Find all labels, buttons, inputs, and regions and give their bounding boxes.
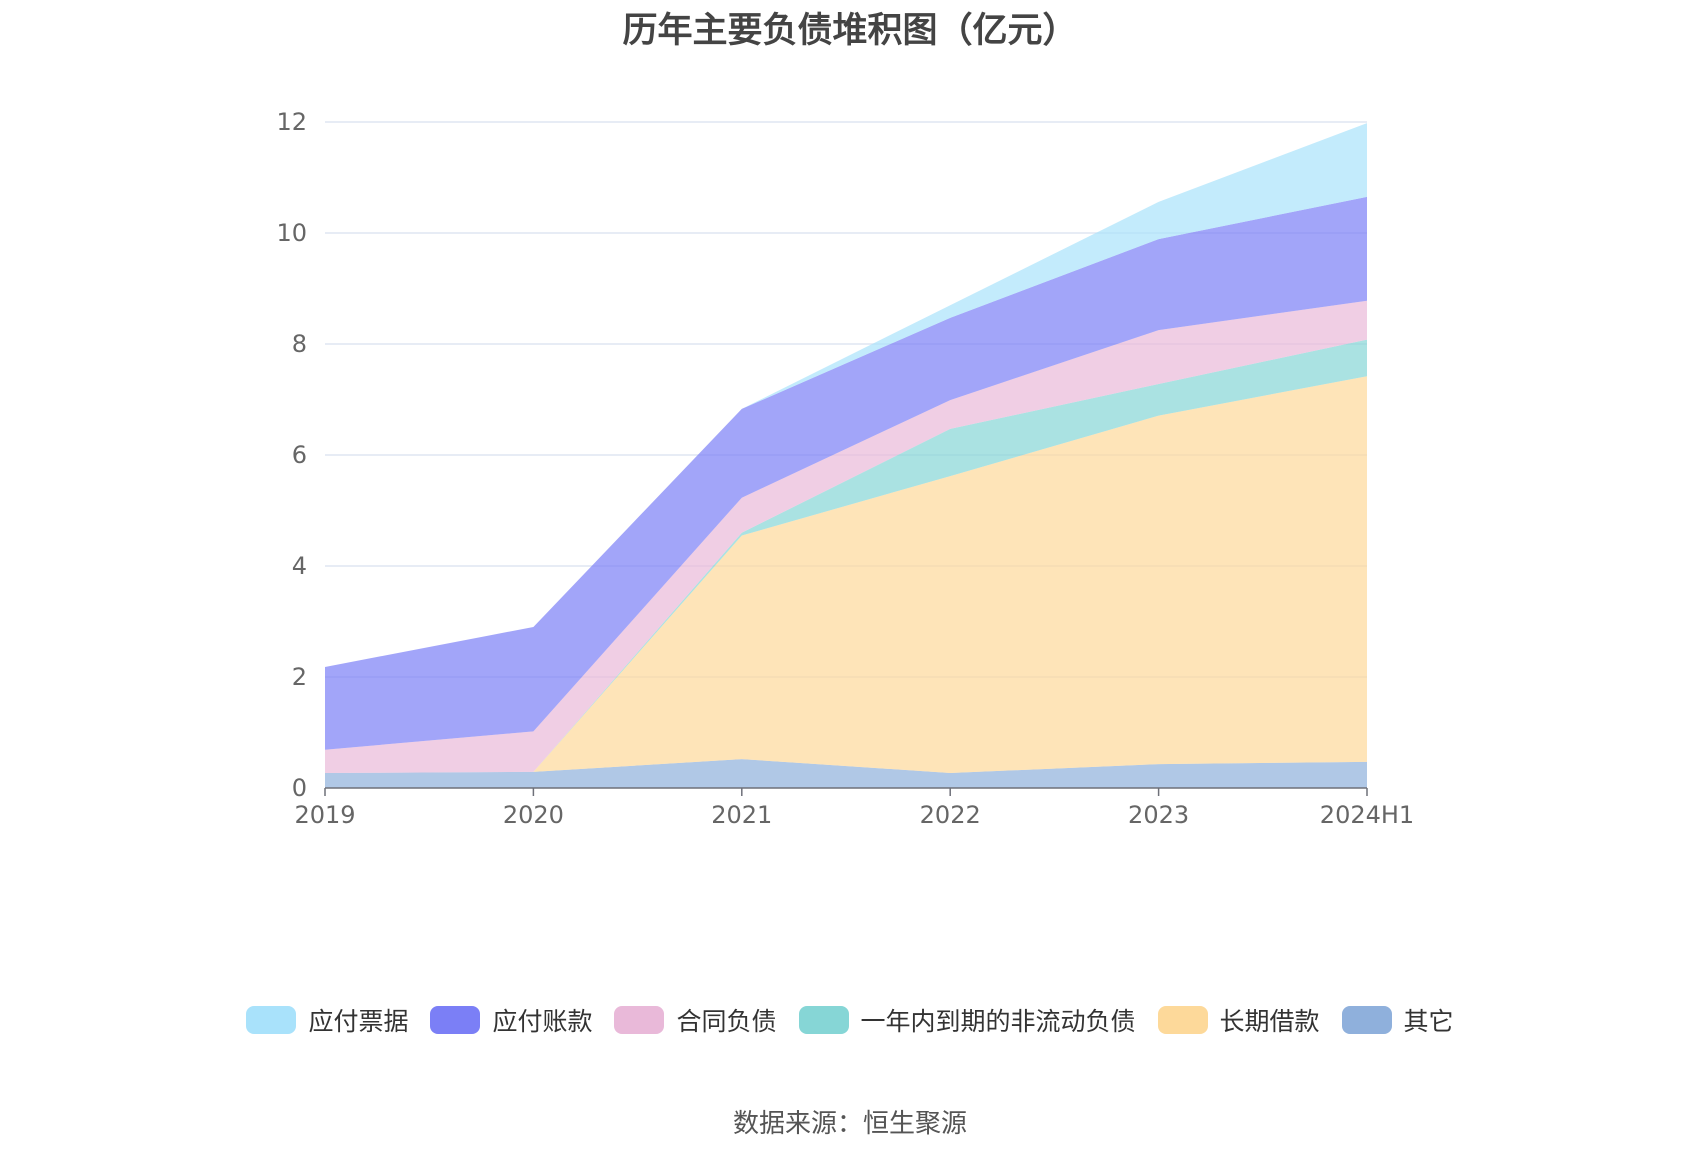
legend-item[interactable]: 一年内到期的非流动负债 xyxy=(798,1002,1136,1038)
legend-swatch xyxy=(1157,1006,1208,1034)
area-series-5 xyxy=(325,123,1367,668)
y-tick-label: 4 xyxy=(292,552,307,580)
x-tick-label: 2021 xyxy=(711,801,772,829)
x-tick-label: 2019 xyxy=(294,801,355,829)
legend-label: 合同负债 xyxy=(676,1007,777,1036)
legend-label: 应付票据 xyxy=(308,1007,409,1036)
legend-item[interactable]: 长期借款 xyxy=(1157,1002,1320,1038)
x-tick-label: 2023 xyxy=(1128,801,1189,829)
legend-label: 长期借款 xyxy=(1219,1007,1320,1036)
y-tick-label: 0 xyxy=(292,774,307,802)
x-tick-label: 2020 xyxy=(503,801,564,829)
x-tick-label: 2024H1 xyxy=(1320,801,1414,829)
chart-legend: 应付票据 应付账款 合同负债 一年内到期的非流动负债 长期借款 其它 xyxy=(0,1002,1700,1038)
area-series-4 xyxy=(325,196,1367,750)
legend-swatch xyxy=(430,1006,481,1034)
legend-label: 其它 xyxy=(1403,1007,1454,1036)
x-tick-label: 2022 xyxy=(920,801,981,829)
area-series-0 xyxy=(325,759,1367,788)
y-tick-label: 8 xyxy=(292,330,307,358)
legend-label: 应付账款 xyxy=(492,1007,593,1036)
legend-swatch xyxy=(1341,1006,1392,1034)
area-series-1 xyxy=(325,376,1367,773)
legend-swatch xyxy=(614,1006,665,1034)
legend-swatch xyxy=(246,1006,297,1034)
area-series-2 xyxy=(325,339,1367,773)
legend-swatch xyxy=(798,1006,849,1034)
y-tick-label: 10 xyxy=(276,219,307,247)
legend-item[interactable]: 合同负债 xyxy=(614,1002,777,1038)
legend-label: 一年内到期的非流动负债 xyxy=(860,1007,1136,1036)
area-series-3 xyxy=(325,300,1367,773)
y-tick-label: 2 xyxy=(292,663,307,691)
legend-item[interactable]: 应付账款 xyxy=(430,1002,592,1038)
y-tick-label: 12 xyxy=(276,108,307,136)
legend-item[interactable]: 其它 xyxy=(1341,1002,1454,1038)
legend-item[interactable]: 应付票据 xyxy=(246,1002,408,1038)
data-source-note: 数据来源：恒生聚源 xyxy=(732,1109,967,1139)
y-tick-label: 6 xyxy=(292,441,307,469)
chart-title: 历年主要负债堆积图（亿元） xyxy=(622,11,1078,51)
